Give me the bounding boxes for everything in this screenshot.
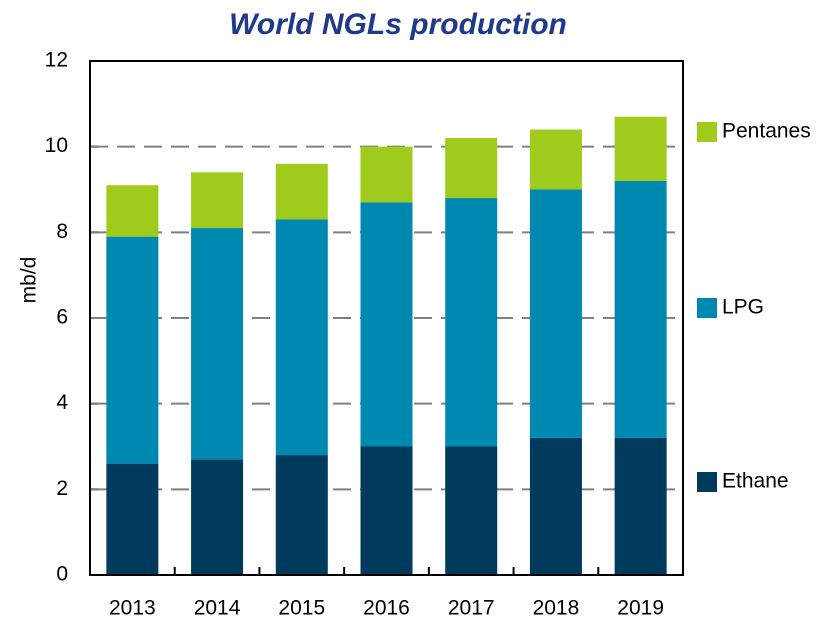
bar-segment (614, 437, 667, 575)
y-tick-label: 4 (56, 391, 68, 414)
bar-segment (529, 129, 582, 190)
bar-segment (275, 455, 328, 575)
x-tick-label: 2016 (363, 597, 410, 620)
bar-segment (275, 219, 328, 456)
legend-label: LPG (722, 296, 764, 319)
legend-swatch (697, 472, 717, 492)
legend-label: Pentanes (722, 120, 811, 143)
x-tick-label: 2015 (278, 597, 325, 620)
y-axis-label: mb/d (18, 257, 41, 304)
bar-segment (445, 138, 498, 199)
y-tick-label: 0 (56, 563, 68, 586)
bar-segment (360, 202, 413, 447)
x-tick-label: 2013 (109, 597, 156, 620)
x-tick-label: 2017 (448, 597, 495, 620)
y-tick-label: 6 (56, 306, 68, 329)
chart-title: World NGLs production (229, 8, 567, 41)
bar-segment (614, 116, 667, 181)
plot-frame (89, 60, 684, 576)
bar-segment (106, 236, 159, 464)
bar-segment (445, 198, 498, 447)
bar-segment (445, 446, 498, 575)
x-tick-label: 2014 (194, 597, 241, 620)
bar-segment (191, 228, 244, 460)
y-tick-label: 8 (56, 220, 68, 243)
bar-segment (614, 180, 667, 438)
y-tick-label: 12 (45, 49, 68, 72)
bar-segment (529, 189, 582, 438)
x-tick-label: 2019 (617, 597, 664, 620)
bar-segment (106, 185, 159, 237)
bar-segment (191, 459, 244, 575)
bar-segment (106, 463, 159, 575)
legend-swatch (697, 122, 717, 142)
bar-segment (275, 163, 328, 220)
bar-segment (360, 446, 413, 575)
bar-segment (529, 437, 582, 575)
legend-label: Ethane (722, 470, 789, 493)
bar-segment (191, 172, 244, 229)
legend-swatch (697, 298, 717, 318)
x-tick-label: 2018 (533, 597, 580, 620)
y-tick-label: 2 (56, 477, 68, 500)
y-tick-label: 10 (45, 134, 68, 157)
bar-segment (360, 146, 413, 203)
